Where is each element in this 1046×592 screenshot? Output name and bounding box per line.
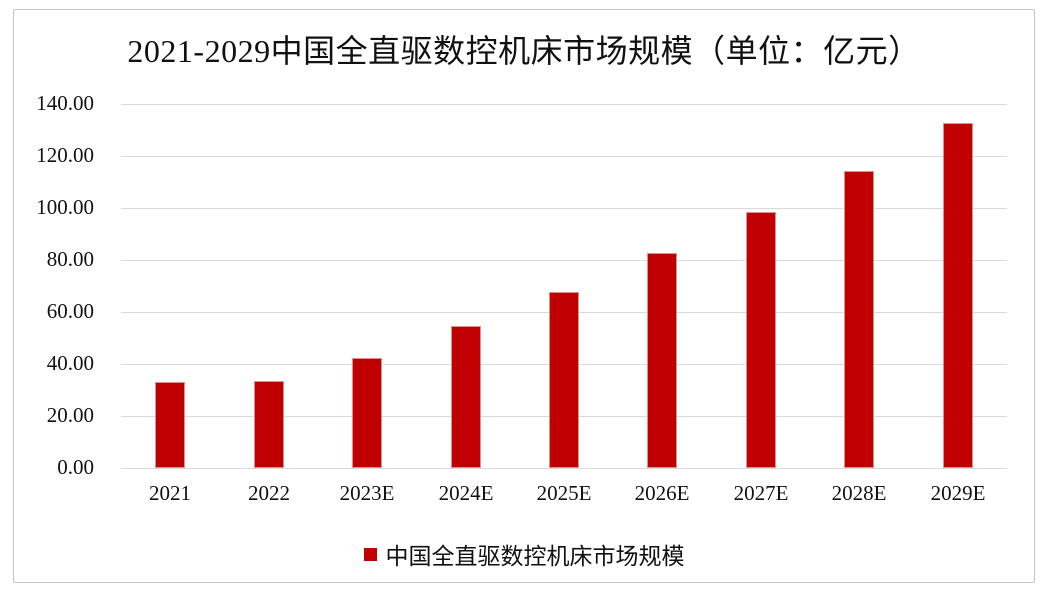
gridline-140 [121, 103, 1007, 105]
bar-2022 [254, 381, 284, 468]
y-tick-label-80: 80.00 [46, 247, 94, 271]
chart-frame: 2021-2029中国全直驱数控机床市场规模（单位：亿元） 0.00 20.00 4… [13, 9, 1035, 583]
bar-2027E [746, 212, 776, 468]
legend: 中国全直驱数控机床市场规模 [14, 537, 1034, 571]
x-tick-label-2029E: 2029E [930, 481, 986, 505]
x-tick-label-2021: 2021 [149, 481, 191, 505]
y-tick-label-100: 100.00 [36, 195, 94, 219]
bar-2024E [451, 326, 481, 468]
chart-title: 2021-2029中国全直驱数控机床市场规模（单位：亿元） [127, 33, 921, 69]
bar-2029E [943, 123, 973, 468]
gridline-0 [121, 467, 1007, 469]
x-tick-label-2024E: 2024E [438, 481, 494, 505]
bar-2021 [155, 382, 185, 468]
gridline-100 [121, 207, 1007, 209]
x-tick-label-2026E: 2026E [634, 481, 690, 505]
x-tick-label-2028E: 2028E [831, 481, 887, 505]
gridline-80 [121, 259, 1007, 261]
x-tick-label-2027E: 2027E [733, 481, 789, 505]
x-tick-label-2025E: 2025E [536, 481, 592, 505]
plot-area [121, 103, 1007, 469]
bar-2023E [352, 358, 382, 468]
legend-marker-icon [363, 547, 377, 561]
y-tick-label-120: 120.00 [36, 143, 94, 167]
bar-2026E [647, 253, 677, 468]
y-tick-label-0: 0.00 [57, 455, 94, 479]
x-tick-label-2023E: 2023E [339, 481, 395, 505]
gridline-120 [121, 155, 1007, 157]
x-tick-label-2022: 2022 [248, 481, 290, 505]
y-tick-label-20: 20.00 [46, 403, 94, 427]
legend-label: 中国全直驱数控机床市场规模 [385, 544, 685, 569]
y-tick-label-140: 140.00 [36, 91, 94, 115]
bar-2025E [549, 292, 579, 468]
y-tick-label-60: 60.00 [46, 299, 94, 323]
y-tick-label-40: 40.00 [46, 351, 94, 375]
bar-2028E [844, 171, 874, 468]
